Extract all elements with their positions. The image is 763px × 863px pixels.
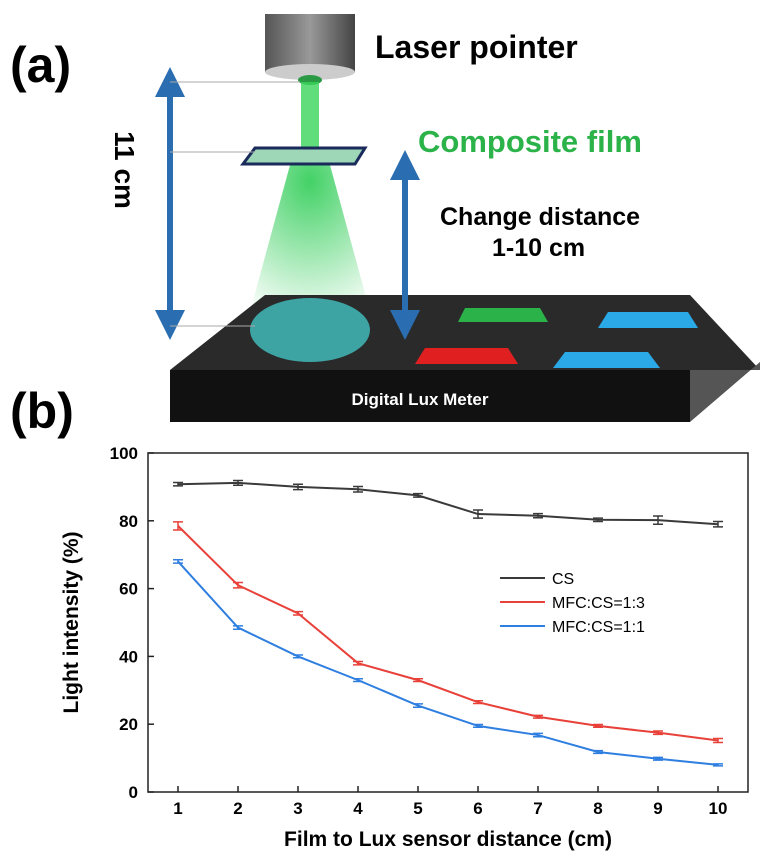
x-tick-label: 7 xyxy=(533,799,542,818)
x-tick-label: 2 xyxy=(233,799,242,818)
x-tick-label: 3 xyxy=(293,799,302,818)
light-spot xyxy=(250,298,370,362)
laser-body xyxy=(265,14,355,72)
composite-film xyxy=(243,148,365,164)
x-tick-label: 5 xyxy=(413,799,422,818)
sensor-square xyxy=(458,308,548,322)
figure: (a) Laser pointer Digital Lux Meter Comp… xyxy=(0,0,763,858)
error-bar xyxy=(353,679,363,682)
distance-label: 11 cm xyxy=(109,131,140,209)
error-bar xyxy=(173,560,183,563)
y-tick-label: 100 xyxy=(110,444,138,463)
laser-beam xyxy=(301,82,319,152)
y-tick-label: 40 xyxy=(119,647,138,666)
x-tick-label: 6 xyxy=(473,799,482,818)
error-bar xyxy=(293,612,303,615)
panel-label: (a) xyxy=(10,37,71,93)
x-tick-label: 1 xyxy=(173,799,182,818)
y-tick-label: 60 xyxy=(119,580,138,599)
change-label: Change distance xyxy=(440,203,640,231)
series-line xyxy=(178,561,718,764)
y-tick-label: 0 xyxy=(129,783,138,802)
y-tick-label: 80 xyxy=(119,512,138,531)
legend-label: MFC:CS=1:3 xyxy=(552,595,645,612)
panel-label: (b) xyxy=(10,383,74,439)
sensor-square xyxy=(553,352,660,368)
y-tick-label: 20 xyxy=(119,715,138,734)
series-line xyxy=(178,483,718,524)
error-bar xyxy=(293,655,303,658)
x-tick-label: 8 xyxy=(593,799,602,818)
x-tick-label: 10 xyxy=(709,799,728,818)
film-label: Composite film xyxy=(418,124,642,159)
x-axis-label: Film to Lux sensor distance (cm) xyxy=(284,828,612,851)
legend-label: CS xyxy=(552,571,574,588)
legend-label: MFC:CS=1:1 xyxy=(552,619,645,636)
meter-label: Digital Lux Meter xyxy=(352,390,489,409)
sensor-square xyxy=(415,348,518,364)
error-bar xyxy=(233,626,243,629)
x-tick-label: 9 xyxy=(653,799,662,818)
range-label: 1-10 cm xyxy=(492,234,585,262)
y-axis-label: Light intensity (%) xyxy=(60,532,83,714)
chart: 0 20 40 60 80 100 1 2 3 4 5 6 7 8 9 10 Film to Lux senso… xyxy=(60,444,748,851)
error-bar xyxy=(413,704,423,707)
sensor-square xyxy=(598,312,698,328)
x-tick-label: 4 xyxy=(353,799,363,818)
laser-label: Laser pointer xyxy=(375,29,578,65)
